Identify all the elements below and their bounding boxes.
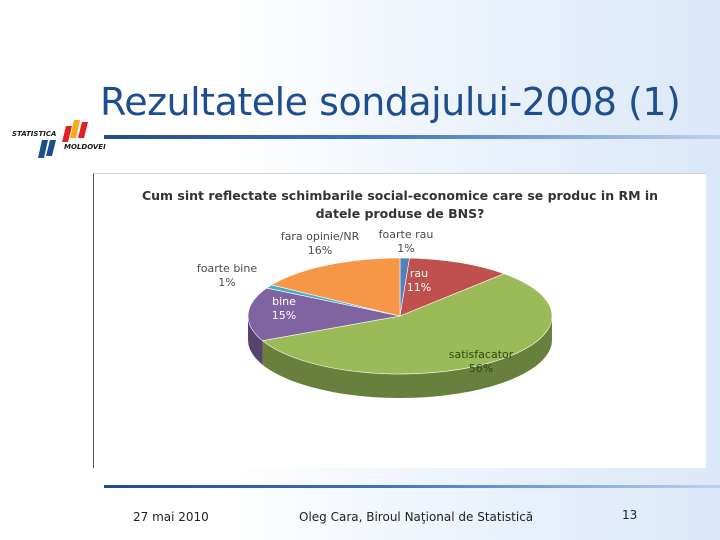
slice-label: bine bbox=[272, 295, 296, 308]
slice-percent-label: 1% bbox=[397, 242, 414, 255]
pie-slice-side bbox=[248, 316, 263, 365]
chart-title-line2: datele produse de BNS? bbox=[316, 206, 485, 221]
pie-slice-side bbox=[262, 316, 552, 398]
pie-slice-rau bbox=[399, 257, 505, 317]
logo-mark-icon bbox=[38, 120, 88, 158]
footer-date: 27 mai 2010 bbox=[133, 510, 209, 524]
pie-slice-bine bbox=[247, 287, 401, 342]
slice-percent-label: 16% bbox=[308, 244, 332, 257]
slice-label: fara opinie/NR bbox=[281, 230, 360, 243]
slice-label: foarte bine bbox=[197, 262, 257, 275]
footer-author: Oleg Cara, Biroul Naţional de Statistică bbox=[299, 510, 534, 524]
slice-percent-label: 56% bbox=[469, 362, 493, 375]
slice-label: foarte rau bbox=[379, 228, 434, 241]
page-number: 13 bbox=[622, 508, 638, 522]
chart-title-line1: Cum sint reflectate schimbarile social-e… bbox=[142, 188, 658, 203]
slice-percent-label: 11% bbox=[407, 281, 431, 294]
pie-slice-fara-opinie-nr bbox=[270, 257, 401, 317]
pie-chart: Cum sint reflectate schimbarile social-e… bbox=[142, 188, 658, 398]
title-divider bbox=[104, 135, 720, 139]
slice-percent-label: 15% bbox=[272, 309, 296, 322]
pie-slice-satisfacator bbox=[261, 273, 553, 375]
slice-percent-label: 1% bbox=[218, 276, 235, 289]
slide-title: Rezultatele sondajului-2008 (1) bbox=[100, 80, 681, 124]
logo-text-bottom: MOLDOVEI bbox=[64, 143, 106, 151]
footer-divider bbox=[104, 485, 720, 488]
slice-label: rau bbox=[410, 267, 428, 280]
logo-text-top: STATISTICA bbox=[12, 130, 57, 138]
statistica-moldovei-logo: STATISTICA MOLDOVEI bbox=[8, 112, 108, 164]
slice-label: satisfacator bbox=[449, 348, 514, 361]
pie-chart-frame: Cum sint reflectate schimbarile social-e… bbox=[93, 173, 706, 468]
